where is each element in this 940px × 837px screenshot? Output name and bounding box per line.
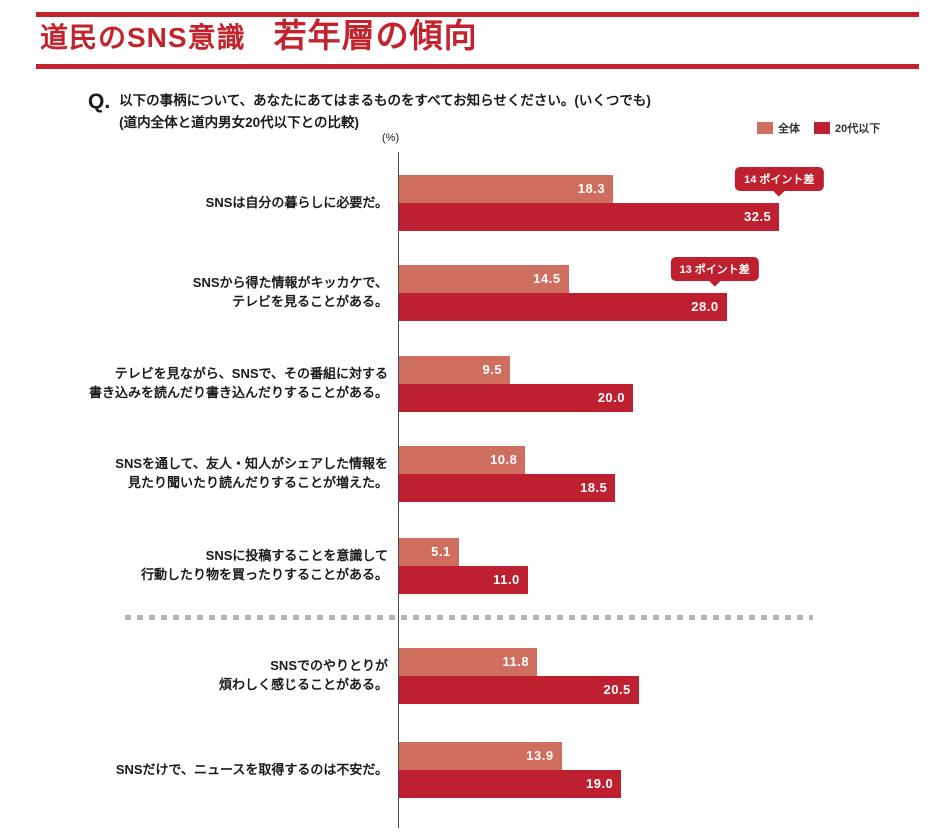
- legend-item-under20: 20代以下: [814, 120, 880, 136]
- category-label-line: テレビを見ながら、SNSで、その番組に対する: [114, 366, 388, 382]
- bar-under20: 20.5: [399, 676, 639, 704]
- bar-under20: 32.5: [399, 203, 780, 231]
- question-mark: Q.: [88, 90, 111, 113]
- difference-badge: 14 ポイント差: [735, 167, 824, 191]
- bar-zentai: 14.5: [399, 265, 569, 293]
- chart-row: SNSは自分の暮らしに必要だ。 18.3 32.5: [0, 175, 940, 231]
- category-label: テレビを見ながら、SNSで、その番組に対する書き込みを読んだり書き込んだりするこ…: [0, 356, 388, 412]
- value-label: 13.9: [526, 748, 554, 763]
- bar-zentai: 10.8: [399, 446, 526, 474]
- bar-under20: 19.0: [399, 770, 622, 798]
- category-label-line: 煩わしく感じることがある。: [218, 677, 388, 692]
- legend: 全体 20代以下: [757, 120, 880, 136]
- chart-row: SNSに投稿することを意識して行動したり物を買ったりすることがある。 5.1 11.…: [0, 538, 940, 594]
- bar-under20: 11.0: [399, 566, 528, 594]
- value-label: 9.5: [482, 362, 503, 377]
- bar-under20: 18.5: [399, 474, 616, 502]
- category-label-line: SNSに投稿することを意識して: [205, 548, 388, 564]
- difference-badge: 13 ポイント差: [670, 257, 759, 281]
- category-label: SNSだけで、ニュースを取得するのは不安だ。: [0, 742, 388, 798]
- chart-row: SNSから得た情報がキッカケで、テレビを見ることがある。 14.5 28.0: [0, 265, 940, 321]
- value-label: 19.0: [585, 776, 614, 791]
- value-label: 32.5: [743, 209, 772, 224]
- legend-label: 20代以下: [835, 123, 881, 135]
- category-label-line: SNSでのやりとりが: [270, 658, 388, 674]
- bar-under20: 28.0: [399, 293, 727, 321]
- category-label: SNSを通して、友人・知人がシェアした情報を見たり聞いたり読んだりすることが増え…: [0, 446, 388, 502]
- category-label-line: SNSから得た情報がキッカケで、: [192, 275, 388, 291]
- category-label: SNSに投稿することを意識して行動したり物を買ったりすることがある。: [0, 538, 388, 594]
- bar-zentai: 13.9: [399, 742, 562, 770]
- header-bottom-rule: [36, 64, 919, 69]
- category-label: SNSでのやりとりが煩わしく感じることがある。: [0, 648, 388, 704]
- header-top-rule: [36, 12, 919, 17]
- value-label: 18.5: [580, 480, 608, 495]
- title-part2: 若年層の傾向: [273, 17, 478, 54]
- bar-zentai: 5.1: [399, 538, 459, 566]
- category-label: SNSは自分の暮らしに必要だ。: [0, 175, 388, 231]
- value-label: 18.3: [577, 181, 606, 196]
- question-line2: (道内全体と道内男女20代以下との比較): [119, 114, 360, 130]
- category-label-line: 行動したり物を買ったりすることがある。: [140, 567, 388, 582]
- category-label-line: 書き込みを読んだり書き込んだりすることがある。: [88, 385, 388, 400]
- dashed-divider: [125, 615, 813, 620]
- value-label: 28.0: [691, 299, 719, 314]
- y-axis-line: [398, 152, 399, 828]
- value-label: 10.8: [490, 452, 518, 467]
- legend-swatch: [757, 122, 773, 134]
- category-label-line: テレビを見ることがある。: [231, 294, 388, 309]
- question-line1: 以下の事柄について、あなたにあてはまるものをすべてお知らせください。(いくつでも…: [119, 93, 651, 108]
- percent-unit-label: (%): [382, 132, 400, 144]
- question-text: 以下の事柄について、あなたにあてはまるものをすべてお知らせください。(いくつでも…: [119, 90, 651, 133]
- legend-item-zentai: 全体: [757, 120, 800, 136]
- legend-label: 全体: [778, 123, 800, 135]
- value-label: 5.1: [431, 544, 451, 559]
- category-label: SNSから得た情報がキッカケで、テレビを見ることがある。: [0, 265, 388, 321]
- value-label: 14.5: [533, 271, 561, 286]
- value-label: 20.0: [597, 390, 625, 405]
- question-block: Q. 以下の事柄について、あなたにあてはまるものをすべてお知らせください。(いく…: [88, 90, 651, 133]
- chart-row: SNSだけで、ニュースを取得するのは不安だ。 13.9 19.0: [0, 742, 940, 798]
- legend-swatch: [814, 122, 830, 134]
- value-label: 11.8: [502, 654, 530, 669]
- bar-under20: 20.0: [399, 384, 633, 412]
- chart-row: SNSを通して、友人・知人がシェアした情報を見たり聞いたり読んだりすることが増え…: [0, 446, 940, 502]
- category-label-line: 見たり聞いたり読んだりすることが増えた。: [127, 475, 388, 490]
- page-title: 道民のSNS意識 若年層の傾向: [40, 16, 478, 56]
- chart-row: SNSでのやりとりが煩わしく感じることがある。 11.8 20.5: [0, 648, 940, 704]
- bar-zentai: 11.8: [399, 648, 538, 676]
- value-label: 20.5: [603, 682, 631, 697]
- category-label-line: SNSだけで、ニュースを取得するのは不安だ。: [115, 761, 388, 777]
- category-label-line: SNSを通して、友人・知人がシェアした情報を: [115, 456, 388, 472]
- title-part1: 道民のSNS意識: [40, 22, 246, 53]
- bar-chart: SNSは自分の暮らしに必要だ。 18.3 32.5 14 ポイント差 SNSから得た情報…: [0, 150, 940, 837]
- value-label: 11.0: [493, 572, 520, 587]
- chart-row: テレビを見ながら、SNSで、その番組に対する書き込みを読んだり書き込んだりするこ…: [0, 356, 940, 412]
- bar-zentai: 9.5: [399, 356, 511, 384]
- category-label-line: SNSは自分の暮らしに必要だ。: [205, 194, 388, 210]
- bar-zentai: 18.3: [399, 175, 614, 203]
